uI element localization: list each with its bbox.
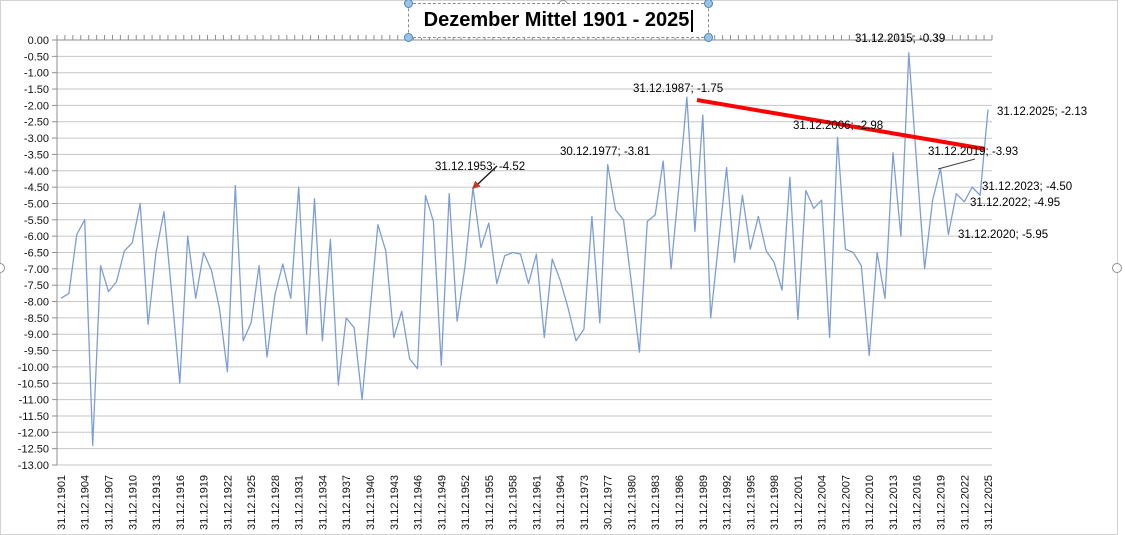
x-axis-label: 31.12.1940 xyxy=(365,475,377,530)
y-axis-label: -2.50 xyxy=(24,117,49,129)
y-axis-label: -4.00 xyxy=(24,166,49,178)
y-axis-label: -12.00 xyxy=(18,427,49,439)
y-axis-label: -13.00 xyxy=(18,460,49,472)
leader-line-2019 xyxy=(937,158,976,170)
y-axis-label: -3.00 xyxy=(24,133,49,145)
y-axis-label: -7.50 xyxy=(24,280,49,292)
data-point-label[interactable]: 30.12.1977; -3.81 xyxy=(560,146,651,158)
data-point-label[interactable]: 31.12.2020; -5.95 xyxy=(958,229,1049,241)
x-axis-label: 31.12.1958 xyxy=(508,475,520,530)
data-point-label[interactable]: 31.12.2025; -2.13 xyxy=(997,106,1088,118)
y-axis-label: -1.50 xyxy=(24,84,49,96)
title-handle-bottom-right[interactable] xyxy=(704,33,713,42)
x-axis-label: 31.12.1952 xyxy=(460,475,472,530)
x-axis-label: 31.12.1922 xyxy=(222,475,234,530)
y-axis-label: -6.00 xyxy=(24,231,49,243)
data-point-label[interactable]: 31.12.1987; -1.75 xyxy=(633,83,724,95)
x-axis-label: 31.12.1949 xyxy=(436,475,448,530)
title-handle-top-left[interactable] xyxy=(404,0,413,8)
y-axis-label: -10.50 xyxy=(18,378,49,390)
x-axis-label: 31.12.2019 xyxy=(935,475,947,530)
chart-title: Dezember Mittel 1901 - 2025 xyxy=(423,9,690,31)
x-axis-label: 31.12.2001 xyxy=(793,475,805,530)
x-axis-label: 31.12.1904 xyxy=(80,475,92,530)
y-axis-label: -1.00 xyxy=(24,68,49,80)
data-point-label[interactable]: 31.12.2006; -2.98 xyxy=(793,120,884,132)
data-point-label[interactable]: 31.12.1953; -4.52 xyxy=(435,161,526,173)
x-axis-label: 31.12.1925 xyxy=(246,475,258,530)
x-axis-label: 31.12.2025 xyxy=(983,475,995,530)
text-cursor xyxy=(691,9,694,32)
x-axis-label: 31.12.2013 xyxy=(888,475,900,530)
title-handle-top-right[interactable] xyxy=(704,0,713,8)
data-point-label[interactable]: 31.12.2019; -3.93 xyxy=(928,146,1019,158)
x-axis-label: 31.12.1916 xyxy=(175,475,187,530)
x-axis-label: 31.12.1983 xyxy=(650,475,662,530)
x-axis-label: 31.12.1973 xyxy=(579,475,591,530)
x-axis-label: 31.12.2010 xyxy=(864,475,876,530)
x-axis-label: 31.12.1910 xyxy=(127,475,139,530)
y-axis-label: 0.00 xyxy=(28,35,49,47)
x-axis-label: 31.12.1998 xyxy=(769,475,781,530)
y-axis-label: -12.50 xyxy=(18,444,49,456)
trend-line[interactable] xyxy=(696,98,986,151)
y-axis-label: -9.50 xyxy=(24,346,49,358)
data-point-label[interactable]: 31.12.2023; -4.50 xyxy=(982,181,1073,193)
y-axis-label: -2.00 xyxy=(24,100,49,112)
y-axis-label: -6.50 xyxy=(24,248,49,260)
arrow-1953-head xyxy=(472,180,481,189)
x-axis-label: 31.12.1937 xyxy=(341,475,353,530)
y-axis-label: -3.50 xyxy=(24,149,49,161)
y-axis-label: -8.00 xyxy=(24,297,49,309)
y-axis-label: -11.00 xyxy=(19,395,49,407)
x-axis-label: 31.12.1928 xyxy=(270,475,282,530)
y-axis-label: -7.00 xyxy=(24,264,49,276)
chart-resize-handle-right[interactable] xyxy=(1112,263,1122,273)
y-axis-label: -4.50 xyxy=(24,182,49,194)
x-axis-label: 31.12.1986 xyxy=(674,475,686,530)
x-axis-label: 31.12.2016 xyxy=(912,475,924,530)
data-point-label[interactable]: 31.12.2015; -0.39 xyxy=(855,33,946,45)
x-axis-label: 31.12.1931 xyxy=(294,475,306,530)
x-axis-label: 31.12.1992 xyxy=(722,475,734,530)
title-handle-bottom-left[interactable] xyxy=(404,33,413,42)
x-axis-label: 31.12.1913 xyxy=(151,475,163,530)
x-axis-label: 31.12.1980 xyxy=(626,475,638,530)
x-axis-label: 31.12.1995 xyxy=(745,475,757,530)
arrow-1953-line xyxy=(477,165,498,185)
y-axis-label: -10.00 xyxy=(18,362,49,374)
x-axis-label: 31.12.1989 xyxy=(698,475,710,530)
x-axis-label: 31.12.1955 xyxy=(484,475,496,530)
chart-title-box[interactable]: Dezember Mittel 1901 - 2025 xyxy=(408,3,709,38)
y-axis-label: -0.50 xyxy=(24,51,49,63)
x-axis-label: 30.12.1977 xyxy=(603,475,615,530)
y-axis-label: -5.00 xyxy=(24,198,49,210)
x-axis-label: 31.12.1919 xyxy=(199,475,211,530)
y-axis-label: -5.50 xyxy=(24,215,49,227)
x-axis-label: 31.12.1964 xyxy=(555,475,567,530)
x-axis-label: 31.12.1901 xyxy=(56,475,68,530)
x-axis-label: 31.12.1934 xyxy=(317,475,329,530)
data-point-label[interactable]: 31.12.2022; -4.95 xyxy=(970,197,1061,209)
y-axis-label: -9.00 xyxy=(24,329,49,341)
x-axis-label: 31.12.2004 xyxy=(817,475,829,530)
series-line[interactable] xyxy=(60,52,989,447)
x-axis-label: 31.12.2022 xyxy=(959,475,971,530)
x-axis-label: 31.12.1961 xyxy=(531,475,543,530)
y-axis-label: -11.50 xyxy=(19,411,49,423)
y-axis-label: -8.50 xyxy=(24,313,49,325)
x-axis-label: 31.12.1943 xyxy=(389,475,401,530)
x-axis-label: 31.12.1946 xyxy=(413,475,425,530)
x-axis-label: 31.12.1907 xyxy=(104,475,116,530)
x-axis-label: 31.12.2007 xyxy=(840,475,852,530)
